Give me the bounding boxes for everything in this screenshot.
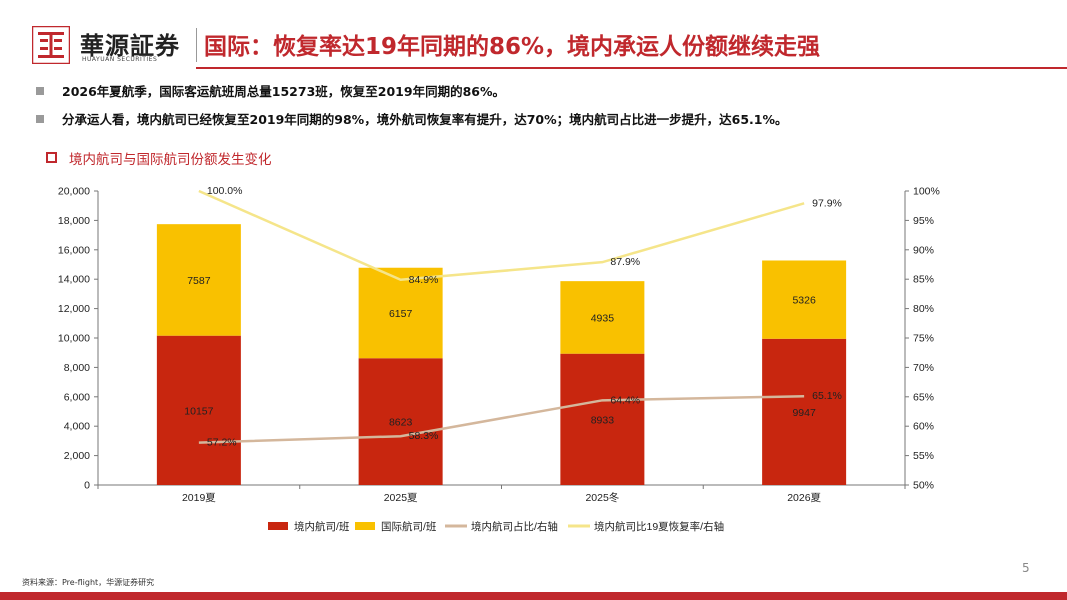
- legend-label: 境内航司比19夏恢复率/右轴: [594, 520, 724, 533]
- line-recovery-label: 84.9%: [409, 274, 439, 286]
- left-tick-label: 2,000: [64, 450, 90, 462]
- legend-swatch: [355, 522, 375, 530]
- bar-label-international: 4935: [591, 312, 615, 324]
- line-share-label: 65.1%: [812, 390, 842, 402]
- left-tick-label: 0: [84, 480, 90, 492]
- footer-bar: [0, 592, 1067, 600]
- chart: 0 50% 2,000 55% 4,000 60% 6,000 65% 8,000 70% 10,0…: [58, 185, 940, 533]
- right-tick-label: 90%: [913, 244, 934, 256]
- bullet-2-text: 分承运人看，境内航司已经恢复至2019年同期的98%，境外航司恢复率有提升，达7…: [62, 112, 788, 127]
- left-tick-label: 14,000: [58, 274, 90, 286]
- slide-title: 国际：恢复率达19年同期的86%，境内承运人份额继续走强: [204, 34, 821, 60]
- right-tick-label: 75%: [913, 333, 934, 345]
- right-tick-label: 55%: [913, 450, 934, 462]
- bullet-marker: [36, 87, 44, 95]
- bar-international: [762, 260, 847, 339]
- left-tick-label: 10,000: [58, 333, 90, 345]
- bar-domestic: [560, 353, 645, 485]
- legend-label: 境内航司占比/右轴: [471, 520, 558, 533]
- left-tick-label: 18,000: [58, 215, 90, 227]
- right-tick-label: 100%: [913, 186, 940, 198]
- right-tick-label: 50%: [913, 480, 934, 492]
- line-share-label: 58.3%: [409, 430, 439, 442]
- line-recovery-label: 87.9%: [610, 256, 640, 268]
- bar-label-domestic: 10157: [184, 405, 213, 417]
- right-tick-label: 95%: [913, 215, 934, 227]
- brand-name-en: HUAYUAN SECURITIES: [82, 56, 158, 63]
- bar-label-international: 6157: [389, 308, 413, 320]
- page-number: 5: [1022, 561, 1030, 575]
- bar-international: [156, 224, 241, 336]
- line-recovery-label: 97.9%: [812, 197, 842, 209]
- x-tick-label: 2025冬: [585, 491, 619, 504]
- bullet-marker: [36, 115, 44, 123]
- right-tick-label: 80%: [913, 303, 934, 315]
- bullet-2: 分承运人看，境内航司已经恢复至2019年同期的98%，境外航司恢复率有提升，达7…: [36, 109, 788, 128]
- bar-label-domestic: 8933: [591, 414, 615, 426]
- left-tick-label: 4,000: [64, 421, 90, 433]
- legend-swatch: [268, 522, 288, 530]
- line-share: [198, 394, 805, 444]
- line-recovery: [198, 189, 805, 282]
- bullet-1: 2026年夏航季，国际客运航班周总量15273班，恢复至2019年同期的86%。: [36, 81, 505, 100]
- x-tick-label: 2026夏: [787, 492, 821, 504]
- bar-domestic: [156, 335, 241, 485]
- x-tick-label: 2019夏: [182, 492, 216, 504]
- x-tick-label: 2025夏: [384, 492, 418, 504]
- legend-label: 境内航司/班: [294, 520, 350, 533]
- header-divider: [196, 28, 197, 62]
- chart-title: 境内航司与国际航司份额发生变化: [46, 148, 272, 168]
- left-tick-label: 16,000: [58, 244, 90, 256]
- bar-label-domestic: 8623: [389, 417, 413, 429]
- right-tick-label: 85%: [913, 274, 934, 286]
- bar-international: [560, 281, 645, 354]
- bar-domestic: [358, 358, 443, 485]
- line-share-label: 57.2%: [207, 437, 237, 449]
- right-tick-label: 60%: [913, 421, 934, 433]
- bar-label-international: 7587: [187, 275, 211, 287]
- right-tick-label: 70%: [913, 362, 934, 374]
- left-tick-label: 12,000: [58, 303, 90, 315]
- brand-logo: [32, 26, 70, 64]
- right-tick-label: 65%: [913, 391, 934, 403]
- legend-label: 国际航司/班: [381, 520, 437, 533]
- left-tick-label: 6,000: [64, 391, 90, 403]
- bullet-1-text: 2026年夏航季，国际客运航班周总量15273班，恢复至2019年同期的86%。: [62, 84, 505, 99]
- title-underline: [196, 67, 1067, 69]
- chart-title-marker: [46, 152, 57, 163]
- left-tick-label: 20,000: [58, 186, 90, 198]
- bar-international: [358, 267, 443, 359]
- left-tick-label: 8,000: [64, 362, 90, 374]
- line-recovery-label: 100.0%: [207, 185, 243, 197]
- brand-name: 華源証券: [80, 31, 180, 60]
- source-note: 资料来源：Pre-flight，华源证券研究: [22, 578, 155, 587]
- bar-label-international: 5326: [792, 295, 816, 307]
- line-share-label: 64.4%: [610, 394, 640, 406]
- bar-label-domestic: 9947: [792, 407, 816, 419]
- bar-domestic: [762, 338, 847, 485]
